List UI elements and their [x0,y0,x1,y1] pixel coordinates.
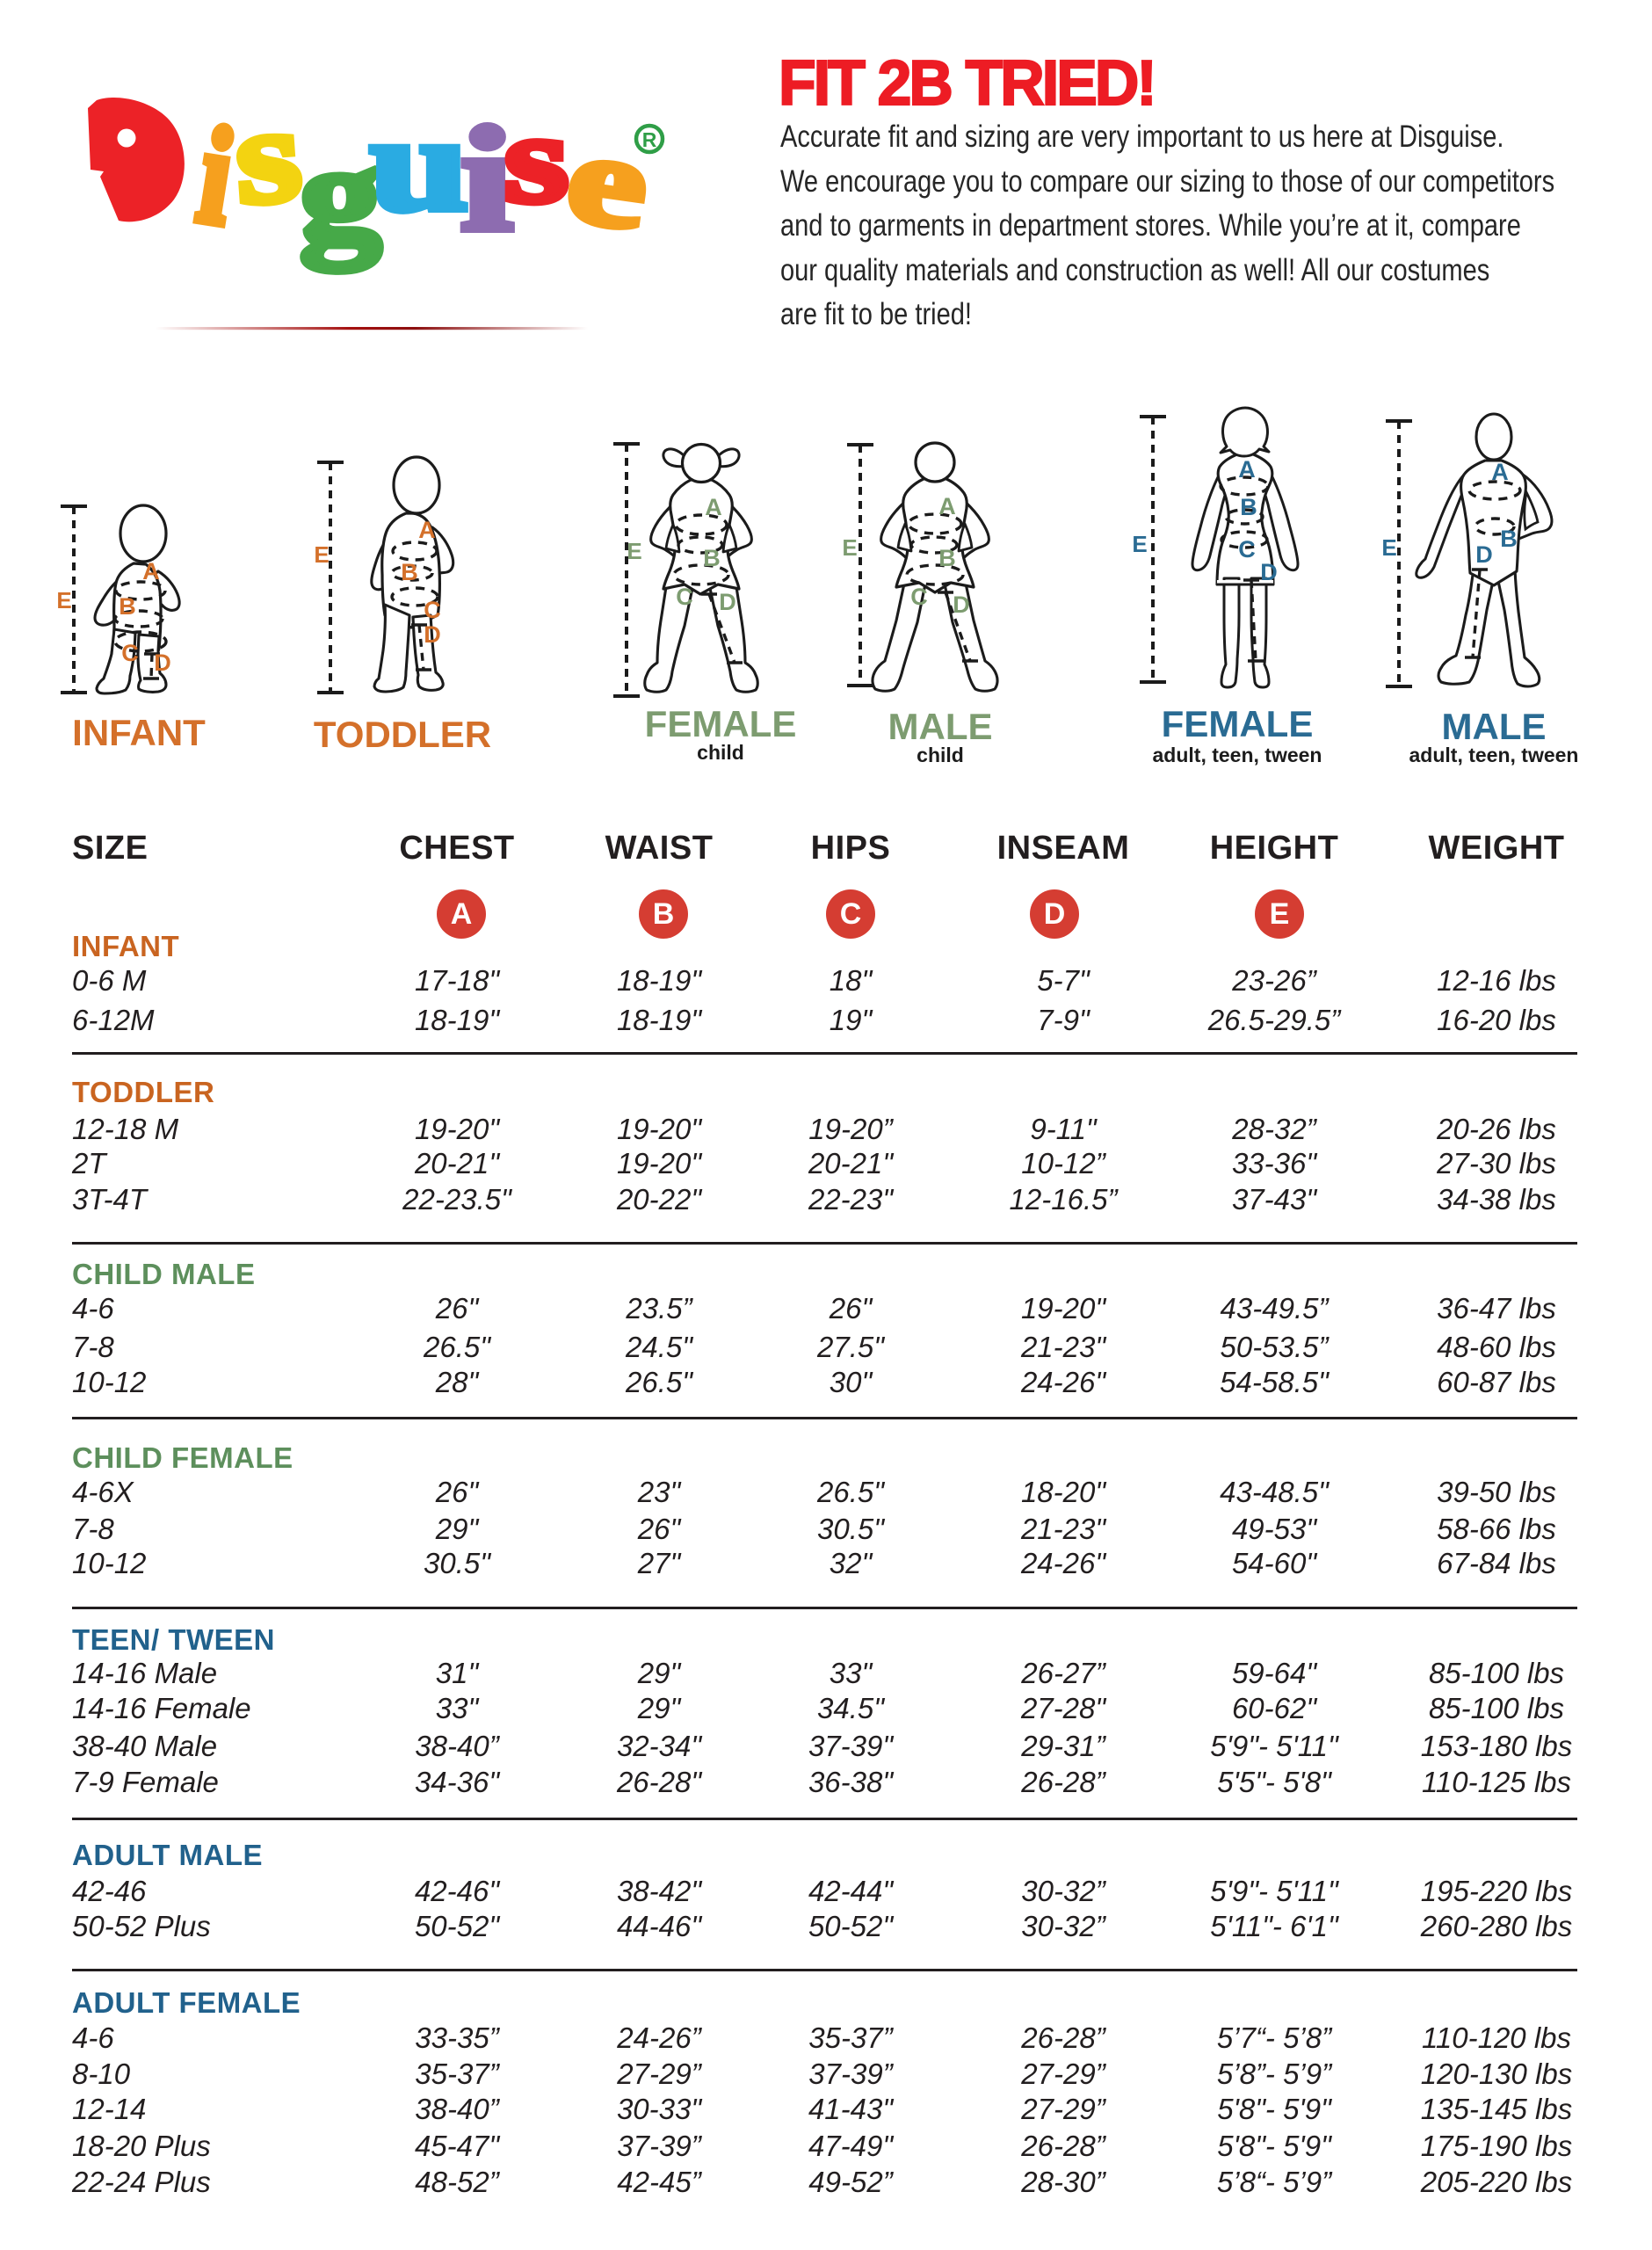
svg-text:D: D [424,621,441,648]
svg-text:A: A [418,517,436,543]
svg-text:A: A [1491,459,1509,485]
svg-text:C: C [424,597,441,623]
svg-text:A: A [1238,456,1256,483]
svg-text:E: E [1132,531,1147,557]
svg-text:D: D [1260,559,1278,585]
svg-text:B: B [703,545,721,571]
svg-text:D: D [1475,541,1493,568]
svg-text:A: A [938,493,956,519]
svg-text:s: s [504,90,569,229]
svg-text:D: D [154,650,171,676]
svg-text:C: C [910,584,928,610]
svg-text:E: E [842,534,857,561]
svg-text:C: C [676,584,693,610]
svg-text:B: B [1240,494,1257,520]
svg-text:B: B [1500,526,1518,552]
svg-text:D: D [719,589,736,615]
svg-text:E: E [627,538,641,564]
svg-text:B: B [119,593,136,620]
svg-text:u: u [370,91,468,239]
svg-text:i: i [460,97,513,262]
svg-text:E: E [1381,534,1396,561]
svg-text:A: A [142,558,160,584]
svg-text:B: B [938,545,956,571]
svg-text:B: B [401,559,418,585]
svg-text:R: R [642,128,657,151]
svg-text:s: s [230,78,306,234]
svg-text:E: E [314,541,329,568]
svg-text:E: E [56,587,71,613]
svg-text:C: C [1238,536,1256,562]
svg-text:A: A [705,494,722,520]
svg-text:C: C [121,640,139,666]
svg-text:g: g [300,118,381,272]
svg-text:D: D [953,592,970,618]
